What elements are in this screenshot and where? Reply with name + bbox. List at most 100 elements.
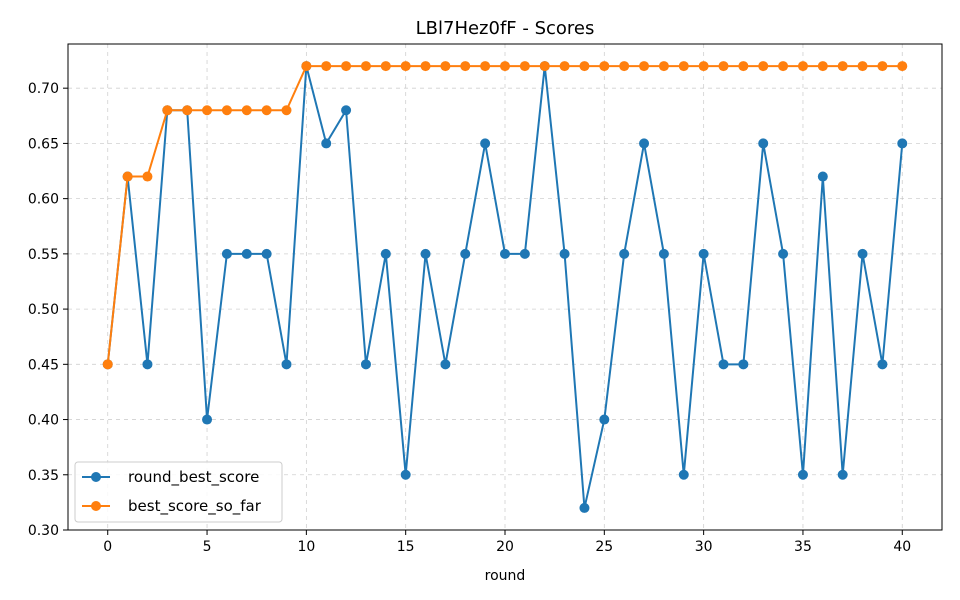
point-round-best-score <box>738 359 749 370</box>
point-best-score-so-far <box>360 61 371 72</box>
point-best-score-so-far <box>579 61 590 72</box>
point-best-score-so-far <box>797 61 808 72</box>
y-tick-label: 0.30 <box>28 523 59 539</box>
point-round-best-score <box>559 248 570 259</box>
point-round-best-score <box>202 414 213 425</box>
x-tick-label: 5 <box>203 539 212 555</box>
point-round-best-score <box>718 359 729 370</box>
point-best-score-so-far <box>480 61 491 72</box>
point-round-best-score <box>619 248 630 259</box>
x-tick-label: 25 <box>595 539 613 555</box>
legend-marker-round-best-score <box>91 472 101 482</box>
point-round-best-score <box>420 248 431 259</box>
point-round-best-score <box>341 105 352 116</box>
point-round-best-score <box>261 248 272 259</box>
point-best-score-so-far <box>539 61 550 72</box>
y-tick-label: 0.60 <box>28 192 59 208</box>
point-best-score-so-far <box>718 61 729 72</box>
point-round-best-score <box>658 248 669 259</box>
point-best-score-so-far <box>599 61 610 72</box>
point-best-score-so-far <box>460 61 471 72</box>
point-round-best-score <box>440 359 451 370</box>
legend-label-best-score-so-far: best_score_so_far <box>128 497 262 516</box>
point-best-score-so-far <box>102 359 113 370</box>
legend-label-round-best-score: round_best_score <box>128 468 259 487</box>
point-round-best-score <box>519 248 530 259</box>
x-tick-label: 0 <box>103 539 112 555</box>
point-best-score-so-far <box>678 61 689 72</box>
point-best-score-so-far <box>519 61 530 72</box>
point-round-best-score <box>897 138 908 149</box>
point-best-score-so-far <box>738 61 749 72</box>
point-best-score-so-far <box>202 105 213 116</box>
point-best-score-so-far <box>221 105 232 116</box>
point-best-score-so-far <box>440 61 451 72</box>
point-best-score-so-far <box>837 61 848 72</box>
point-round-best-score <box>599 414 610 425</box>
point-best-score-so-far <box>400 61 411 72</box>
point-best-score-so-far <box>301 61 312 72</box>
point-round-best-score <box>380 248 391 259</box>
point-best-score-so-far <box>380 61 391 72</box>
point-best-score-so-far <box>241 105 252 116</box>
point-round-best-score <box>400 469 411 480</box>
point-best-score-so-far <box>639 61 650 72</box>
legend-box <box>74 461 283 523</box>
chart-title: LBl7Hez0fF - Scores <box>416 18 595 39</box>
point-best-score-so-far <box>897 61 908 72</box>
y-tick-label: 0.70 <box>28 81 59 97</box>
point-best-score-so-far <box>182 105 193 116</box>
point-best-score-so-far <box>619 61 630 72</box>
point-best-score-so-far <box>857 61 868 72</box>
point-best-score-so-far <box>122 171 133 182</box>
point-round-best-score <box>877 359 888 370</box>
point-best-score-so-far <box>321 61 332 72</box>
point-best-score-so-far <box>559 61 570 72</box>
x-tick-label: 15 <box>397 539 415 555</box>
x-axis-label: round <box>485 568 526 584</box>
point-round-best-score <box>142 359 153 370</box>
point-best-score-so-far <box>261 105 272 116</box>
point-best-score-so-far <box>698 61 709 72</box>
point-round-best-score <box>797 469 808 480</box>
point-round-best-score <box>639 138 650 149</box>
point-best-score-so-far <box>281 105 292 116</box>
point-round-best-score <box>857 248 868 259</box>
point-round-best-score <box>500 248 510 259</box>
x-tick-label: 35 <box>794 539 812 555</box>
point-round-best-score <box>460 248 471 259</box>
point-best-score-so-far <box>817 61 828 72</box>
point-best-score-so-far <box>500 61 510 72</box>
point-best-score-so-far <box>778 61 789 72</box>
legend-marker-best-score-so-far <box>91 501 101 511</box>
point-best-score-so-far <box>877 61 888 72</box>
point-best-score-so-far <box>420 61 431 72</box>
y-tick-label: 0.40 <box>28 413 59 429</box>
point-round-best-score <box>360 359 371 370</box>
x-tick-label: 20 <box>496 539 514 555</box>
y-tick-label: 0.35 <box>28 468 59 484</box>
x-tick-label: 10 <box>297 539 315 555</box>
point-best-score-so-far <box>341 61 352 72</box>
point-round-best-score <box>678 469 689 480</box>
point-best-score-so-far <box>142 171 153 182</box>
y-tick-label: 0.45 <box>28 357 59 373</box>
point-round-best-score <box>778 248 789 259</box>
point-round-best-score <box>321 138 332 149</box>
point-round-best-score <box>837 469 848 480</box>
y-tick-label: 0.65 <box>28 136 59 152</box>
point-round-best-score <box>221 248 232 259</box>
y-tick-label: 0.55 <box>28 247 59 263</box>
point-round-best-score <box>698 248 709 259</box>
point-round-best-score <box>579 502 590 513</box>
point-round-best-score <box>241 248 252 259</box>
point-best-score-so-far <box>658 61 669 72</box>
point-best-score-so-far <box>162 105 173 116</box>
point-round-best-score <box>758 138 769 149</box>
point-round-best-score <box>480 138 491 149</box>
ticks: 0 5 10 15 20 25 30 35 40 0.30 0.35 0.40 0.45 0.50 0.55… <box>28 81 911 555</box>
series-layer <box>102 61 908 513</box>
point-best-score-so-far <box>758 61 769 72</box>
y-tick-label: 0.50 <box>28 302 59 318</box>
